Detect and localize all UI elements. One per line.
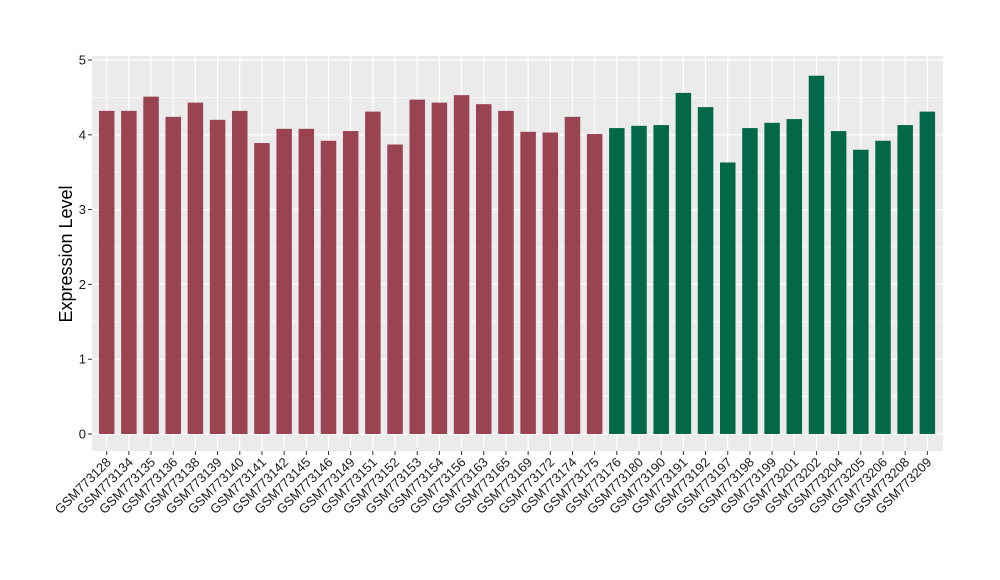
y-tick-label: 4 [79,127,86,142]
bar [165,116,181,435]
bar [609,128,625,434]
bar [719,162,736,434]
y-tick-label: 5 [79,53,86,68]
bar [98,110,115,434]
y-axis: 0 1 2 3 4 5 [79,53,92,442]
bar [320,140,337,434]
bar [453,95,470,434]
bar [897,125,913,435]
bar [808,75,825,434]
y-tick-label: 1 [79,352,86,367]
bar [476,104,492,434]
y-tick-label: 0 [79,427,86,442]
bar [653,125,669,435]
bar [853,149,869,434]
bar [498,110,514,434]
bar [431,102,448,435]
bar [276,128,292,435]
bar [143,96,159,434]
bar [586,134,603,434]
x-axis: GSM773128GSM773134GSM773135GSM773136GSM7… [52,451,934,517]
bar [365,111,381,434]
bar [409,99,425,435]
bar [675,92,692,435]
bar [764,122,780,434]
bar [875,140,891,434]
bar [232,110,248,434]
bar [564,116,581,435]
bar [187,102,204,435]
bar [631,125,647,434]
bar [254,143,270,434]
bar [121,110,137,434]
y-tick-label: 3 [79,202,86,217]
bar [742,128,758,434]
bar [830,131,847,434]
bar [786,119,803,434]
bar [919,111,936,434]
bar [342,131,359,434]
y-axis-title: Expression Level [56,185,76,322]
bar [387,144,403,435]
bar [298,128,315,435]
bars [98,75,936,435]
bar [520,131,536,435]
y-tick-label: 2 [79,277,86,292]
bar [697,107,714,435]
bar [209,119,226,434]
bar [542,132,559,434]
